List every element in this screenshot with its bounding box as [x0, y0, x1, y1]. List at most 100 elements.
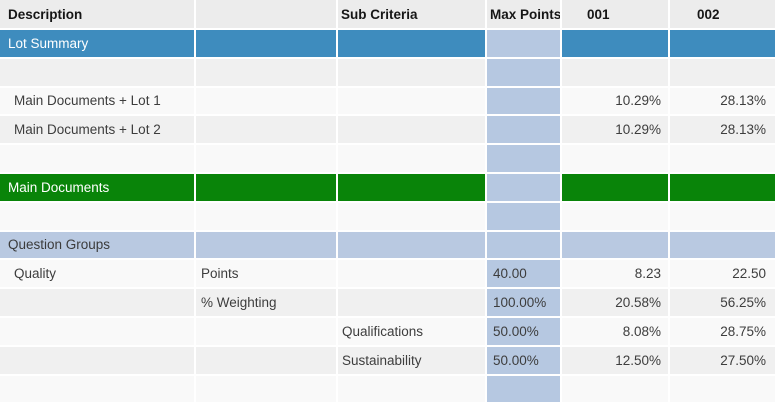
cell-supplier-002-value [670, 173, 775, 203]
cell-supplier-002-value: 27.50% [670, 346, 775, 376]
quality-weighting-row: % Weighting 100.00% 20.58% 56.25% [0, 289, 775, 318]
cell-measure-label [196, 116, 338, 146]
cell-supplier-001-value [562, 375, 670, 405]
column-header-max-points: Max Points [487, 0, 562, 30]
column-header-blank [196, 0, 338, 30]
cell-description: Main Documents + Lot 1 [0, 87, 196, 117]
blank-row [0, 145, 775, 174]
question-groups-row: Question Groups [0, 231, 775, 261]
cell-description: Quality [0, 260, 196, 290]
cell-sub-criteria [338, 58, 487, 88]
cell-supplier-001-value [562, 58, 670, 88]
cell-supplier-002-value [670, 375, 775, 405]
cell-description: Question Groups [0, 231, 196, 261]
cell-description: Main Documents + Lot 2 [0, 116, 196, 146]
cell-supplier-002-value: 22.50 [670, 260, 775, 290]
cell-sub-criteria: Sustainability [338, 346, 487, 376]
column-header-description: Description [0, 0, 196, 30]
cell-sub-criteria: Qualifications [338, 317, 487, 347]
cell-sub-criteria [338, 173, 487, 203]
cell-sub-criteria [338, 87, 487, 117]
cell-sub-criteria [338, 289, 487, 318]
cell-max-points [487, 145, 562, 174]
cell-max-points [487, 231, 562, 261]
main-documents-lot-1-row: Main Documents + Lot 1 10.29% 28.13% [0, 87, 775, 117]
blank-row [0, 202, 775, 232]
cell-supplier-002-value [670, 231, 775, 261]
cell-max-points [487, 58, 562, 88]
cell-description: Main Documents [0, 173, 196, 203]
column-header-supplier-002: 002 [670, 0, 775, 30]
cell-supplier-001-value [562, 231, 670, 261]
table-header-row: Description Sub Criteria Max Points 001 … [0, 0, 775, 30]
main-documents-lot-2-row: Main Documents + Lot 2 10.29% 28.13% [0, 116, 775, 146]
cell-measure-label: % Weighting [196, 289, 338, 318]
blank-row [0, 375, 775, 405]
cell-description [0, 202, 196, 232]
cell-description [0, 375, 196, 405]
cell-supplier-002-value: 28.13% [670, 87, 775, 117]
cell-description [0, 58, 196, 88]
sustainability-row: Sustainability 50.00% 12.50% 27.50% [0, 346, 775, 376]
cell-supplier-001-value [562, 30, 670, 59]
cell-max-points: 50.00% [487, 346, 562, 376]
cell-supplier-001-value: 8.08% [562, 317, 670, 347]
cell-measure-label [196, 231, 338, 261]
cell-supplier-001-value [562, 202, 670, 232]
cell-max-points: 100.00% [487, 289, 562, 318]
cell-supplier-002-value [670, 145, 775, 174]
cell-measure-label [196, 145, 338, 174]
cell-supplier-001-value [562, 145, 670, 174]
cell-measure-label: Points [196, 260, 338, 290]
cell-supplier-002-value [670, 58, 775, 88]
cell-description [0, 346, 196, 376]
cell-sub-criteria [338, 30, 487, 59]
cell-max-points: 40.00 [487, 260, 562, 290]
cell-max-points: 50.00% [487, 317, 562, 347]
blank-row [0, 58, 775, 88]
cell-measure-label [196, 58, 338, 88]
cell-supplier-001-value: 20.58% [562, 289, 670, 318]
cell-sub-criteria [338, 145, 487, 174]
cell-measure-label [196, 30, 338, 59]
cell-sub-criteria [338, 375, 487, 405]
column-header-supplier-001: 001 [562, 0, 670, 30]
cell-measure-label [196, 346, 338, 376]
cell-max-points [487, 30, 562, 59]
cell-supplier-002-value [670, 30, 775, 59]
cell-measure-label [196, 375, 338, 405]
cell-supplier-001-value: 10.29% [562, 87, 670, 117]
main-documents-section-row: Main Documents [0, 173, 775, 203]
qualifications-row: Qualifications 50.00% 8.08% 28.75% [0, 317, 775, 347]
column-header-sub-criteria: Sub Criteria [338, 0, 487, 30]
cell-measure-label [196, 202, 338, 232]
cell-sub-criteria [338, 202, 487, 232]
cell-supplier-002-value: 28.13% [670, 116, 775, 146]
quality-points-row: Quality Points 40.00 8.23 22.50 [0, 260, 775, 290]
cell-supplier-001-value: 8.23 [562, 260, 670, 290]
cell-description: Lot Summary [0, 30, 196, 59]
lot-summary-section-row: Lot Summary [0, 30, 775, 59]
cell-sub-criteria [338, 231, 487, 261]
cell-measure-label [196, 173, 338, 203]
cell-description [0, 289, 196, 318]
cell-supplier-002-value: 56.25% [670, 289, 775, 318]
cell-supplier-002-value [670, 202, 775, 232]
cell-supplier-002-value: 28.75% [670, 317, 775, 347]
cell-max-points [487, 375, 562, 405]
cell-description [0, 145, 196, 174]
cell-max-points [487, 116, 562, 146]
cell-max-points [487, 202, 562, 232]
cell-sub-criteria [338, 116, 487, 146]
cell-description [0, 317, 196, 347]
cell-sub-criteria [338, 260, 487, 290]
cell-max-points [487, 87, 562, 117]
cell-supplier-001-value: 10.29% [562, 116, 670, 146]
cell-supplier-001-value [562, 173, 670, 203]
cell-measure-label [196, 317, 338, 347]
cell-measure-label [196, 87, 338, 117]
cell-supplier-001-value: 12.50% [562, 346, 670, 376]
cell-max-points [487, 173, 562, 203]
